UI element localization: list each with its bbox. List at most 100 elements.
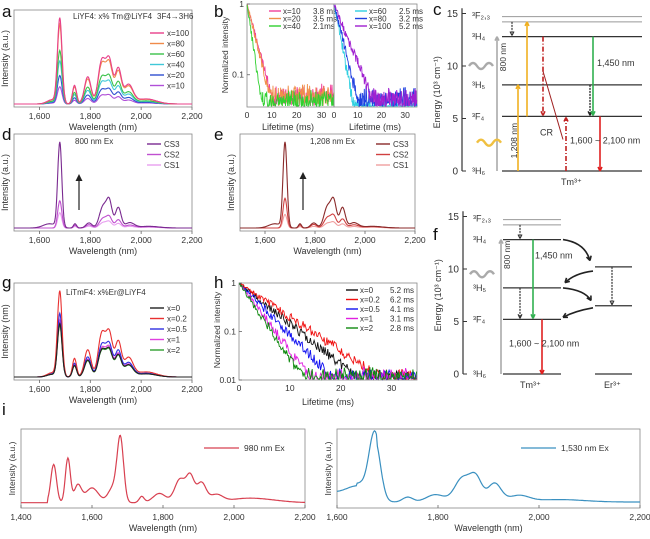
panel-a-title: LiYF4: x% Tm@LiYF4 — [73, 12, 153, 21]
panel-label-i: i — [2, 400, 6, 419]
series-line-x40 — [14, 61, 192, 104]
x-tick-label: 1,800 — [152, 512, 174, 522]
pump-800-label: 800 nm — [502, 241, 512, 269]
x-axis-label: Wavelength (nm) — [69, 246, 137, 256]
x-tick-label: 2,200 — [629, 512, 650, 522]
panel-label-f: f — [433, 225, 438, 244]
legend-label: CS2 — [393, 151, 409, 160]
x-tick-label: 20 — [377, 110, 387, 120]
legend-label: x=10 — [167, 82, 185, 91]
y-tick-label: 0.1 — [224, 327, 236, 337]
y-tick-label: 0.01 — [219, 375, 236, 385]
x-tick-label: 10 — [353, 110, 363, 120]
legend-label: x=0 — [360, 286, 374, 295]
x-tick-label: 30 — [317, 110, 327, 120]
x-tick-label: 2,200 — [181, 235, 203, 245]
x-axis-label: Lifetime (ms) — [349, 122, 401, 132]
x-tick-label: 2,000 — [131, 384, 153, 394]
level-label: ³H₅ — [473, 283, 486, 293]
x-axis-label: Wavelength (nm) — [454, 523, 522, 533]
legend-label: x=0.2 — [167, 315, 187, 324]
panel-a-annotation: 3F4→3H6 — [157, 12, 194, 21]
y-axis-label: Intensity (a.u.) — [7, 441, 17, 495]
x-tick-label: 1,600 — [254, 235, 276, 245]
x-axis-label: Wavelength (nm) — [69, 122, 137, 132]
panel-label-a: a — [2, 2, 12, 21]
series-line-x02 — [14, 291, 192, 377]
panel-f-title: LiTmF4: x%Er@LiYF4 — [66, 288, 146, 297]
x-tick-label: 1,600 — [29, 235, 51, 245]
x-tick-label: 2,000 — [131, 235, 153, 245]
legend-label: 980 nm Ex — [244, 443, 285, 453]
x-tick-label: 1,800 — [80, 111, 102, 121]
legend-lifetime: 4.1 ms — [390, 305, 414, 314]
series-line-x2 — [14, 325, 192, 377]
legend-label: CS2 — [164, 151, 180, 160]
legend-label: CS3 — [393, 140, 409, 149]
x-tick-label: 1,800 — [80, 235, 102, 245]
legend-label: x=0.5 — [360, 305, 380, 314]
x-axis-label: Lifetime (ms) — [302, 397, 354, 407]
x-tick-label: 1,600 — [326, 512, 348, 522]
legend-lifetime: 2.8 ms — [390, 324, 414, 333]
x-tick-label: 1,600 — [81, 512, 103, 522]
legend-label: 1,530 nm Ex — [561, 443, 609, 453]
x-tick-label: 20 — [336, 383, 346, 393]
pump-1208-label: 1,208 nm — [509, 123, 519, 158]
y-axis-label: Normalized intensity — [212, 291, 222, 368]
y-tick-label: 10 — [447, 62, 459, 73]
x-tick-label: 2,000 — [354, 235, 376, 245]
x-tick-label: 2,000 — [528, 512, 550, 522]
series-line-x10 — [14, 87, 192, 104]
x-tick-label: 20 — [292, 110, 302, 120]
plot-frame — [14, 283, 192, 380]
legend-lifetime: 2.1ms — [313, 22, 335, 31]
y-tick-label: 5 — [453, 317, 459, 328]
ion-label-tm: Tm³⁺ — [520, 380, 541, 390]
legend-label: x=0 — [167, 304, 181, 313]
y-axis-label: Intensity (a.u.) — [226, 154, 236, 211]
series-line-x20 — [14, 76, 192, 105]
emission-1450-label: 1,450 nm — [535, 251, 573, 261]
y-tick-label: 15 — [447, 9, 459, 20]
x-tick-label: 2,000 — [223, 512, 245, 522]
legend-label: x=40 — [167, 61, 185, 70]
y-tick-label: 1 — [239, 0, 244, 9]
plot-frame — [14, 10, 192, 107]
x-tick-label: 1,800 — [80, 384, 102, 394]
series-line-x80 — [14, 25, 192, 105]
energy-transfer-4 — [563, 308, 593, 317]
x-axis-label: Wavelength (nm) — [129, 523, 197, 533]
x-tick-label: 30 — [400, 110, 410, 120]
x-tick-label: 0 — [332, 110, 337, 120]
ion-label: Tm³⁺ — [561, 177, 582, 187]
y-axis-label: Intensity (a.u.) — [0, 30, 10, 87]
legend-label: x=2 — [360, 324, 374, 333]
x-tick-label: 1,600 — [29, 111, 51, 121]
y-axis-label: Intensity (a.u.) — [0, 154, 10, 211]
y-axis-label: Energy (10³ cm⁻¹) — [432, 56, 442, 128]
legend-label: CS3 — [164, 140, 180, 149]
y-tick-label: 1 — [231, 278, 236, 288]
level-label: ³H₆ — [472, 166, 485, 176]
increase-arrow-head — [76, 174, 83, 181]
y-tick-label: 0.1 — [232, 70, 244, 80]
x-tick-label: 2,200 — [294, 512, 316, 522]
plot-frame — [21, 429, 305, 508]
level-label: ³H₆ — [473, 369, 486, 379]
increase-arrow-head — [300, 172, 307, 179]
legend-label: x=40 — [283, 22, 301, 31]
series-line-x05 — [14, 313, 192, 377]
x-tick-label: 10 — [267, 110, 277, 120]
y-tick-label: 10 — [448, 265, 460, 276]
series-line-CS2 — [240, 198, 415, 228]
y-axis-label: Intensity (a.u.) — [323, 441, 333, 495]
panel-e-annotation: 1,208 nm Ex — [310, 137, 355, 146]
level-label: ³F₂,₃ — [472, 11, 490, 21]
x-tick-label: 30 — [387, 383, 397, 393]
x-axis-label: Wavelength (nm) — [69, 395, 137, 405]
x-axis-label: Lifetime (ms) — [262, 122, 314, 132]
panel-label-h: h — [214, 273, 223, 292]
y-tick-label: 0 — [452, 167, 458, 178]
x-tick-label: 2,200 — [181, 384, 203, 394]
